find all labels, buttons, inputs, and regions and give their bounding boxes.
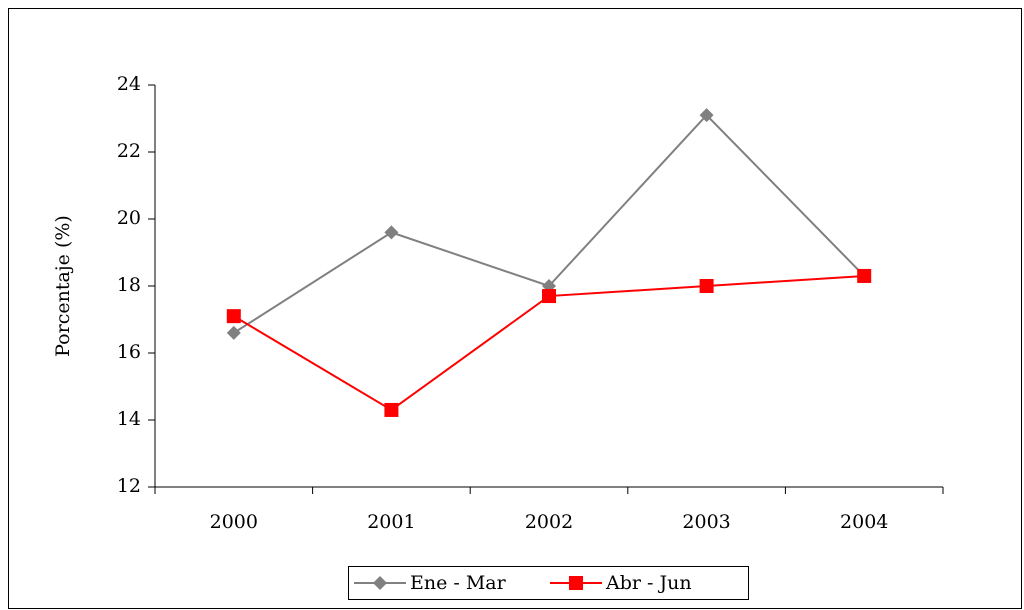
y-tick-label: 18 [117, 274, 141, 296]
data-point [384, 225, 399, 240]
data-point [699, 279, 714, 293]
legend-label: Abr - Jun [605, 572, 692, 594]
y-tick-label: 16 [117, 341, 141, 363]
data-point [226, 309, 241, 324]
y-tick-label: 14 [117, 408, 141, 430]
data-point [542, 289, 556, 304]
data-point [384, 402, 399, 417]
y-tick-label: 12 [117, 475, 141, 497]
x-tick-label: 2002 [525, 511, 573, 533]
legend-label: Ene - Mar [410, 572, 507, 594]
data-point [857, 268, 872, 283]
data-point [226, 325, 241, 340]
x-tick-label: 2000 [210, 511, 258, 533]
y-tick-label: 20 [117, 207, 141, 229]
x-tick-label: 2003 [682, 511, 730, 533]
legend-marker [569, 576, 583, 590]
x-tick-label: 2004 [840, 511, 888, 533]
x-tick-label: 2001 [367, 511, 415, 533]
legend-box [348, 566, 749, 600]
data-point [699, 108, 714, 123]
y-tick-label: 24 [117, 73, 141, 95]
legend-marker [373, 576, 387, 590]
y-axis-title: Porcentaje (%) [52, 215, 74, 357]
y-tick-label: 22 [117, 140, 141, 162]
chart-border [8, 8, 1022, 609]
